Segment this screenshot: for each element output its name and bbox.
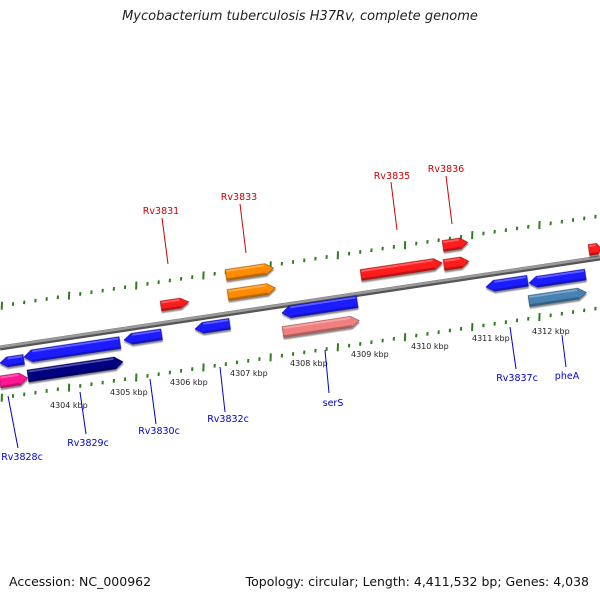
gene-feature-Rv3831 [159,297,190,312]
callout-line [445,175,453,225]
scale-labels: 4304 kbp 4305 kbp 4306 kbp 4307 kbp 4308 kbp… [50,327,570,410]
gene-feature-serS [281,316,360,338]
gene-feature-Rv3832c [194,318,231,334]
scale-label: 4312 kbp [532,327,570,336]
scale-label: 4311 kbp [472,334,510,343]
scale-label: 4304 kbp [50,401,88,410]
upper-tick-rail [0,214,597,310]
gene-features [0,237,600,389]
callout-line [219,366,226,413]
callout-line [324,349,330,394]
gene-feature-Rv3835 [359,258,443,281]
callout-line [149,378,157,425]
callout-line [161,217,169,265]
scale-label: 4306 kbp [170,378,208,387]
gene-label-Rv3831: Rv3831 [143,206,179,217]
gene-feature-Rv3829c [26,356,124,383]
gene-feature-Rv3835 [587,242,600,256]
gene-callouts: Rv3831 Rv3833 Rv3835 Rv3836 Rv3828c Rv3829c Rv… [1,164,580,463]
callout-line [239,203,247,254]
gene-label-Rv3836: Rv3836 [428,164,464,175]
callout-line [561,334,567,368]
gene-feature-Rv3830c [123,328,163,345]
gene-feature-pheA [527,287,587,307]
genome-stats: Topology: circular; Length: 4,411,532 bp… [245,574,589,589]
callout-line [79,391,87,435]
scale-label: 4305 kbp [110,388,148,397]
scale-label: 4310 kbp [411,342,449,351]
gene-label-Rv3828c: Rv3828c [1,452,43,463]
callout-line [7,395,19,449]
map-title: Mycobacterium tuberculosis H37Rv, comple… [122,9,478,24]
gene-feature-Rv3828c [0,372,29,389]
gene-feature-Rv3833 [224,263,274,281]
gene-feature-Rv3833 [226,283,276,301]
gene-label-pheA: pheA [555,371,580,382]
gene-feature-Rv3832c [281,295,359,319]
callout-line [509,326,517,370]
gene-label-Rv3829c: Rv3829c [67,438,109,449]
gene-label-Rv3832c: Rv3832c [207,414,249,425]
scale-label: 4308 kbp [290,359,328,368]
scale-label: 4307 kbp [230,369,268,378]
lower-tick-rail [0,306,597,402]
callout-line [390,181,398,231]
gene-feature-Rv3837c [485,274,529,292]
gene-feature-Rv3830c [0,354,25,368]
gene-label-Rv3833: Rv3833 [221,192,257,203]
gene-feature-Rv3837c [528,268,587,288]
scale-label: 4309 kbp [351,350,389,359]
gene-feature-Rv3836 [442,256,470,271]
gene-feature-Rv3830c [23,336,122,363]
gene-label-Rv3835: Rv3835 [374,171,410,182]
gene-feature-Rv3836 [441,237,469,252]
accession-text: Accession: NC_000962 [9,574,152,589]
gene-label-serS: serS [323,398,344,409]
gene-label-Rv3830c: Rv3830c [138,426,180,437]
gene-label-Rv3837c: Rv3837c [496,373,538,384]
